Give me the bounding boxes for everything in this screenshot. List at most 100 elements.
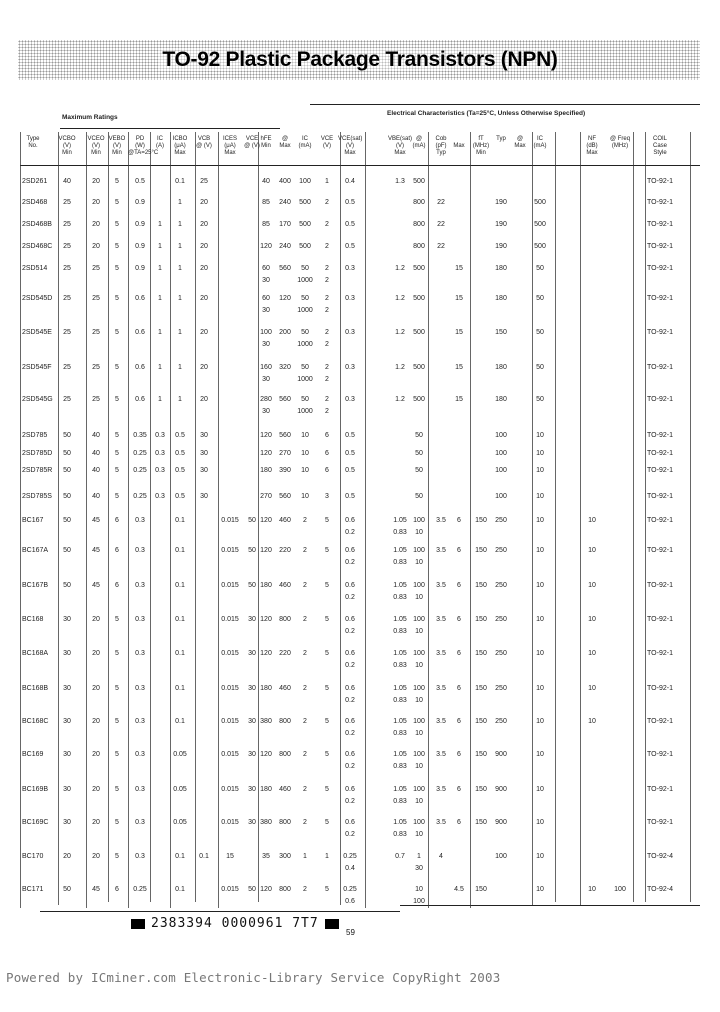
- table-cell: 3.5: [436, 786, 446, 793]
- table-cell: 30: [200, 450, 208, 457]
- table-cell: 0.9: [135, 243, 145, 250]
- table-cell: 5: [115, 396, 119, 403]
- table-cell: 30: [63, 685, 71, 692]
- table-cell: 250: [495, 582, 507, 589]
- column-divider: [170, 132, 171, 908]
- table-cell: 0.3: [135, 751, 145, 758]
- table-cell: 10: [536, 886, 544, 893]
- table-cell: 40: [63, 178, 71, 185]
- table-cell: 0.6: [135, 396, 145, 403]
- table-cell: 0.015: [221, 718, 239, 725]
- table-cell: 30: [248, 786, 256, 793]
- table-cell: 0.5: [345, 243, 355, 250]
- table-cell: 1 30: [415, 853, 423, 872]
- table-cell: 3.5: [436, 616, 446, 623]
- table-cell: 100: [495, 450, 507, 457]
- table-cell: 100: [495, 432, 507, 439]
- table-cell: 170: [279, 221, 291, 228]
- table-cell: 25: [63, 396, 71, 403]
- table-cell: 5: [325, 650, 329, 657]
- table-cell: 5: [115, 718, 119, 725]
- title-banner: [18, 40, 700, 80]
- type-number: BC167B: [22, 582, 49, 589]
- table-cell: 1.05 0.83: [393, 685, 407, 704]
- table-cell: 380: [260, 718, 272, 725]
- table-cell: 20: [200, 243, 208, 250]
- table-cell: 10: [536, 517, 544, 524]
- table-cell: 120: [260, 450, 272, 457]
- table-cell: 20: [92, 685, 100, 692]
- table-cell: 50: [63, 517, 71, 524]
- column-divider: [150, 132, 151, 902]
- table-cell: 250: [495, 517, 507, 524]
- table-cell: 1: [158, 243, 162, 250]
- table-cell: 150: [475, 650, 487, 657]
- table-cell: 30: [63, 819, 71, 826]
- table-cell: 0.25 0.4: [343, 853, 357, 872]
- table-cell: 900: [495, 819, 507, 826]
- table-cell: 460: [279, 517, 291, 524]
- table-cell: 1.05 0.83: [393, 718, 407, 737]
- table-cell: 6: [457, 718, 461, 725]
- table-cell: 1.05 0.83: [393, 582, 407, 601]
- table-cell: 1.05 0.83: [393, 819, 407, 838]
- table-cell: 250: [495, 650, 507, 657]
- table-cell: 1: [178, 329, 182, 336]
- table-cell: 10: [536, 751, 544, 758]
- table-cell: 0.6 0.2: [345, 650, 355, 669]
- table-cell: 240: [279, 199, 291, 206]
- table-cell: 30: [200, 432, 208, 439]
- type-number: 2SD785: [22, 432, 48, 439]
- table-cell: 560: [279, 432, 291, 439]
- column-header: Cob (pF) Typ: [435, 136, 447, 156]
- column-divider: [195, 132, 196, 902]
- table-cell: 6: [325, 450, 329, 457]
- table-cell: 150: [475, 886, 487, 893]
- table-cell: 6: [325, 467, 329, 474]
- table-cell: 0.3: [135, 582, 145, 589]
- table-cell: 20: [92, 199, 100, 206]
- table-cell: 0.6: [135, 364, 145, 371]
- table-cell: 3.5: [436, 650, 446, 657]
- table-cell: 0.3: [345, 329, 355, 336]
- table-cell: 500: [299, 199, 311, 206]
- table-cell: 22: [437, 221, 445, 228]
- table-cell: 3.5: [436, 819, 446, 826]
- table-cell: 50: [415, 432, 423, 439]
- table-cell: 5: [325, 547, 329, 554]
- table-cell: 500: [299, 243, 311, 250]
- table-cell: 6: [115, 517, 119, 524]
- column-header: Typ: [496, 136, 506, 142]
- table-cell: 500: [413, 178, 425, 185]
- table-cell: 20: [92, 650, 100, 657]
- table-cell: 1: [158, 265, 162, 272]
- table-cell: 0.5: [175, 467, 185, 474]
- column-divider: [532, 132, 533, 905]
- table-cell: 50: [63, 432, 71, 439]
- rule: [60, 128, 280, 129]
- table-cell: 85: [262, 221, 270, 228]
- table-cell: 0.3: [345, 265, 355, 272]
- table-cell: TO-92-1: [647, 517, 673, 524]
- table-cell: 1.2: [395, 265, 405, 272]
- table-cell: 25: [63, 199, 71, 206]
- table-cell: 50: [248, 582, 256, 589]
- table-cell: 30: [63, 751, 71, 758]
- table-cell: 0.3: [135, 517, 145, 524]
- column-header: fT (MHz) Min: [472, 136, 490, 156]
- table-cell: 150: [475, 517, 487, 524]
- table-cell: TO-92-1: [647, 178, 673, 185]
- table-cell: 150: [475, 582, 487, 589]
- footer-code: 2383394 0000961 7T7: [151, 916, 319, 931]
- table-cell: 0.1: [175, 685, 185, 692]
- table-cell: 0.1: [175, 616, 185, 623]
- table-cell: TO-92-1: [647, 718, 673, 725]
- table-cell: 5: [325, 751, 329, 758]
- column-header: hFE Min: [260, 136, 272, 149]
- column-divider: [86, 132, 87, 908]
- table-cell: 10: [588, 582, 596, 589]
- table-cell: 20: [200, 364, 208, 371]
- table-cell: 25: [63, 243, 71, 250]
- table-cell: 6: [457, 517, 461, 524]
- table-cell: 50: [248, 886, 256, 893]
